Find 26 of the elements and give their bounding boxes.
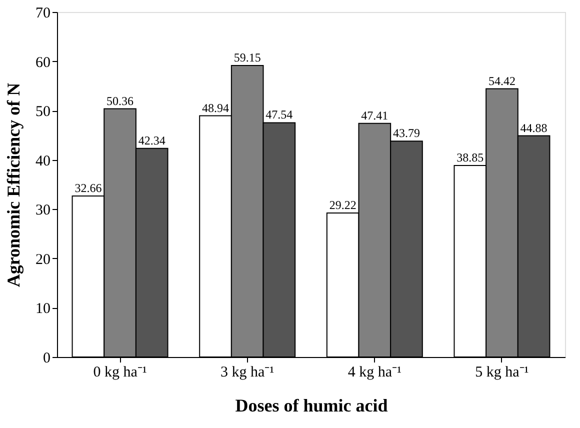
data-label: 43.79 [392, 126, 420, 140]
x-tick-label: 5 kg ha⁻¹ [475, 364, 529, 380]
data-label: 59.15 [234, 50, 261, 64]
data-label: 48.94 [202, 100, 230, 115]
data-label: 47.54 [266, 108, 293, 122]
x-axis-title: Doses of humic acid [235, 396, 388, 416]
y-tick-label: 30 [36, 202, 50, 219]
data-label: 38.85 [456, 150, 484, 165]
data-label: 47.41 [361, 108, 388, 122]
data-label: 50.36 [106, 94, 134, 108]
y-tick-label: 70 [36, 6, 50, 22]
x-tick-label: 4 kg ha⁻¹ [348, 364, 402, 380]
y-axis-title: Agronomic Efficiency of N [4, 82, 24, 288]
data-label: 42.34 [138, 133, 166, 148]
x-tick-label: 0 kg ha⁻¹ [93, 364, 147, 380]
data-label: 54.42 [488, 74, 516, 88]
y-tick-label: 60 [36, 54, 50, 71]
x-tick-label: 3 kg ha⁻¹ [220, 364, 274, 380]
data-label: 29.22 [329, 198, 356, 212]
y-tick-label: 10 [36, 301, 50, 318]
y-tick-label: 50 [36, 104, 50, 120]
data-label: 32.66 [74, 181, 102, 196]
y-tick-label: 40 [36, 153, 50, 170]
y-tick-label: 0 [43, 350, 50, 366]
y-tick-label: 20 [36, 252, 50, 268]
data-label: 44.88 [520, 120, 548, 135]
